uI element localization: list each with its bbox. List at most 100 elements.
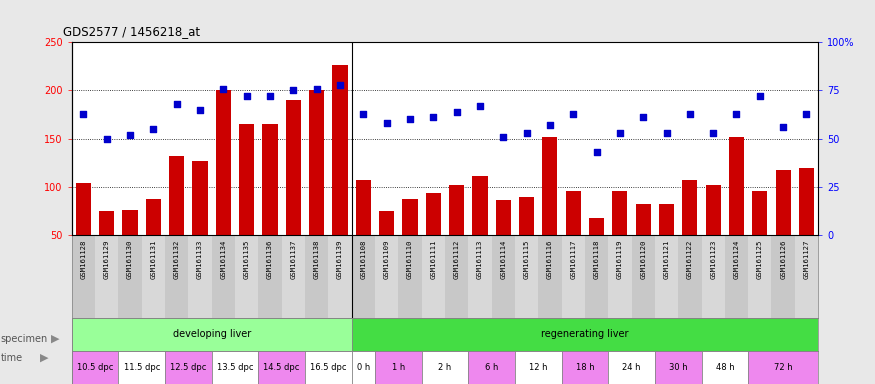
- Bar: [169, 156, 185, 235]
- Text: GSM161118: GSM161118: [593, 239, 599, 279]
- Text: 10.5 dpc: 10.5 dpc: [77, 363, 113, 372]
- Bar: [352, 351, 375, 384]
- Text: GSM161132: GSM161132: [174, 239, 179, 279]
- Text: 12 h: 12 h: [529, 363, 548, 372]
- Text: regenerating liver: regenerating liver: [541, 329, 628, 339]
- Bar: [352, 318, 818, 351]
- Bar: [375, 235, 398, 318]
- Text: GSM161124: GSM161124: [733, 239, 739, 279]
- Bar: [492, 235, 514, 318]
- Bar: [239, 124, 255, 235]
- Text: 2 h: 2 h: [438, 363, 452, 372]
- Text: GSM161134: GSM161134: [220, 239, 227, 279]
- Point: [730, 111, 744, 117]
- Bar: [468, 235, 492, 318]
- Bar: [589, 218, 604, 235]
- Bar: [682, 180, 697, 235]
- Point: [636, 114, 650, 121]
- Point: [310, 86, 324, 92]
- Text: GSM161126: GSM161126: [780, 239, 786, 279]
- Text: 1 h: 1 h: [392, 363, 405, 372]
- Bar: [146, 199, 161, 235]
- Bar: [212, 351, 258, 384]
- Point: [240, 93, 254, 99]
- Point: [450, 109, 464, 115]
- Bar: [473, 176, 487, 235]
- Text: GSM161125: GSM161125: [757, 239, 763, 279]
- Text: 16.5 dpc: 16.5 dpc: [310, 363, 347, 372]
- Bar: [468, 351, 514, 384]
- Bar: [772, 235, 794, 318]
- Bar: [99, 211, 115, 235]
- Point: [193, 107, 207, 113]
- Bar: [216, 91, 231, 235]
- Text: GSM161138: GSM161138: [313, 239, 319, 279]
- Bar: [449, 185, 464, 235]
- Text: GSM161108: GSM161108: [360, 239, 367, 279]
- Text: GSM161113: GSM161113: [477, 239, 483, 279]
- Bar: [612, 191, 627, 235]
- Bar: [192, 161, 207, 235]
- Text: 72 h: 72 h: [774, 363, 793, 372]
- Bar: [794, 235, 818, 318]
- Bar: [286, 100, 301, 235]
- Text: GSM161119: GSM161119: [617, 239, 623, 279]
- Text: developing liver: developing liver: [172, 329, 251, 339]
- Bar: [702, 351, 748, 384]
- Text: 13.5 dpc: 13.5 dpc: [217, 363, 253, 372]
- Bar: [305, 235, 328, 318]
- Bar: [332, 65, 347, 235]
- Bar: [282, 235, 305, 318]
- Point: [776, 124, 790, 130]
- Text: 12.5 dpc: 12.5 dpc: [170, 363, 206, 372]
- Bar: [188, 235, 212, 318]
- Bar: [659, 204, 674, 235]
- Text: GSM161139: GSM161139: [337, 239, 343, 279]
- Bar: [235, 235, 258, 318]
- Text: GSM161117: GSM161117: [570, 239, 577, 279]
- Text: 14.5 dpc: 14.5 dpc: [263, 363, 300, 372]
- Bar: [562, 351, 608, 384]
- Point: [170, 101, 184, 107]
- Bar: [775, 170, 791, 235]
- Point: [123, 132, 137, 138]
- Bar: [445, 235, 468, 318]
- Bar: [375, 351, 422, 384]
- Bar: [705, 185, 721, 235]
- Bar: [72, 235, 95, 318]
- Point: [682, 111, 696, 117]
- Bar: [262, 124, 277, 235]
- Text: GSM161133: GSM161133: [197, 239, 203, 279]
- Bar: [724, 235, 748, 318]
- Text: time: time: [1, 353, 23, 363]
- Bar: [748, 235, 772, 318]
- Bar: [562, 235, 584, 318]
- Point: [706, 130, 720, 136]
- Bar: [584, 235, 608, 318]
- Text: 48 h: 48 h: [716, 363, 734, 372]
- Bar: [799, 168, 814, 235]
- Text: GSM161137: GSM161137: [290, 239, 297, 279]
- Bar: [212, 235, 235, 318]
- Text: specimen: specimen: [1, 334, 48, 344]
- Point: [752, 93, 766, 99]
- Text: GSM161116: GSM161116: [547, 239, 553, 279]
- Point: [263, 93, 277, 99]
- Bar: [305, 351, 352, 384]
- Bar: [654, 235, 678, 318]
- Bar: [118, 351, 165, 384]
- Point: [660, 130, 674, 136]
- Bar: [352, 235, 375, 318]
- Bar: [748, 351, 818, 384]
- Text: GSM161127: GSM161127: [803, 239, 809, 279]
- Bar: [635, 204, 651, 235]
- Bar: [565, 191, 581, 235]
- Text: GSM161112: GSM161112: [453, 239, 459, 279]
- Bar: [328, 235, 352, 318]
- Bar: [398, 235, 422, 318]
- Point: [403, 116, 417, 122]
- Text: 30 h: 30 h: [668, 363, 688, 372]
- Text: GSM161123: GSM161123: [710, 239, 716, 279]
- Text: GSM161131: GSM161131: [150, 239, 157, 279]
- Bar: [422, 235, 445, 318]
